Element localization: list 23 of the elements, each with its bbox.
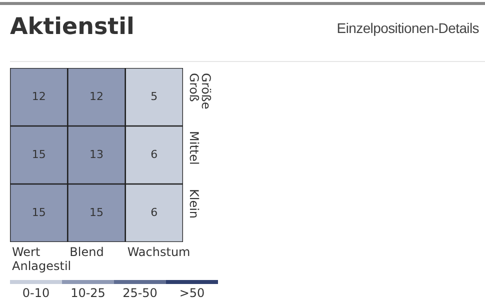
y-tick-label: Groß (186, 73, 201, 102)
data-label: 6 (150, 148, 158, 161)
data-label: 6 (150, 206, 158, 219)
x-tick-label: Wachstum (127, 245, 190, 259)
text: 25-50 (122, 286, 158, 300)
data-label: 15 (90, 206, 104, 219)
text: Einzelpositionen-Details (336, 20, 479, 36)
chart-title: Aktienstil (10, 14, 134, 40)
data-label: 15 (32, 148, 46, 161)
y-axis-title: Größe (198, 73, 213, 110)
y-tick-label: Mittel (186, 131, 201, 165)
data-label: 5 (150, 90, 158, 103)
data-label: 12 (90, 90, 104, 103)
y-tick-label: Klein (186, 189, 201, 219)
x-tick-label: Wert (12, 245, 40, 259)
x-axis-title: Anlagestil (12, 259, 72, 273)
data-label: 15 (32, 206, 46, 219)
x-tick-label: Blend (70, 245, 104, 259)
data-label: 12 (32, 90, 46, 103)
text: 0-10 (22, 286, 50, 300)
data-label: 13 (90, 148, 104, 161)
text: >50 (179, 286, 205, 300)
text: 10-25 (70, 286, 106, 300)
